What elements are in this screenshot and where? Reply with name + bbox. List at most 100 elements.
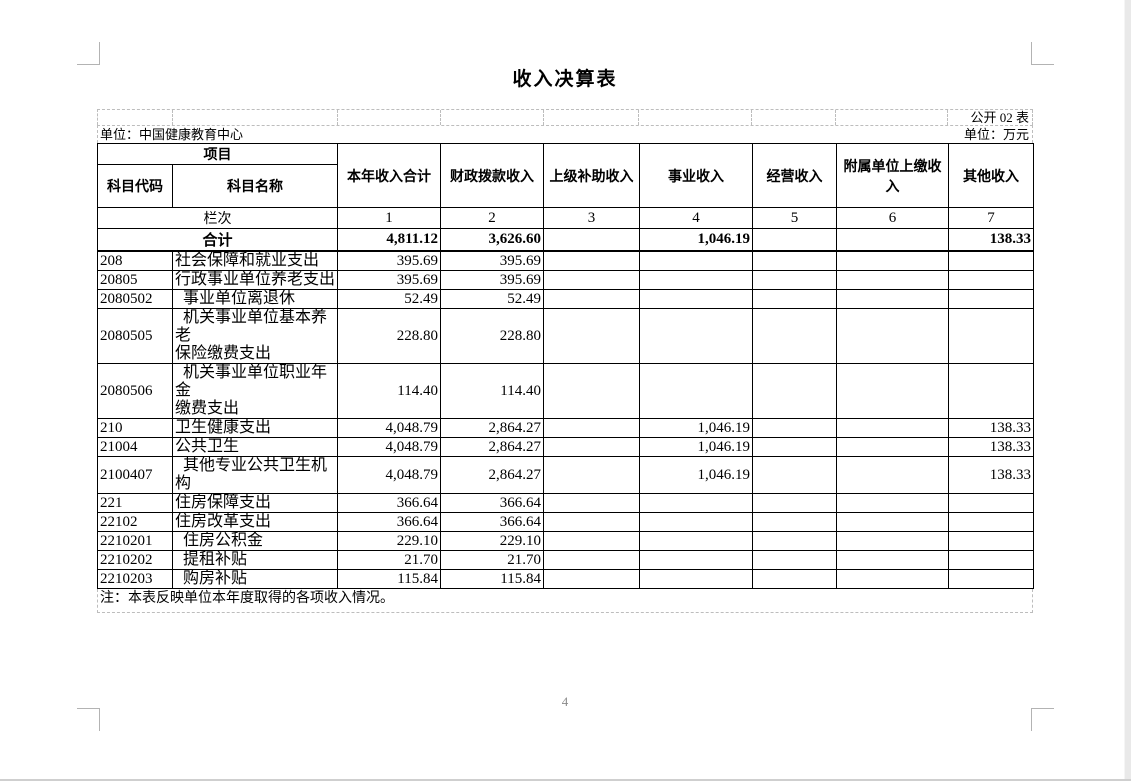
value-cell: 138.33 (948, 456, 1034, 494)
value-cell (752, 493, 837, 513)
window-right-gutter (1124, 0, 1131, 781)
value-cell: 395.69 (440, 270, 544, 290)
table-row: 2100407 其他专业公共卫生机构 4,048.79 2,864.27 1,046.… (97, 456, 1034, 494)
header-row-subjects: 科目代码 科目名称 (97, 164, 1034, 208)
crop-mark-bottom-left (77, 708, 100, 731)
subject-name-cell: 其他专业公共卫生机构 (172, 456, 338, 494)
table-row: 2210202 提租补贴 21.70 21.70 (97, 550, 1034, 570)
value-cell (836, 493, 949, 513)
value-cell (948, 289, 1034, 309)
total-value (752, 228, 837, 252)
value-cell (543, 308, 640, 364)
subject-code-cell: 22102 (97, 512, 173, 532)
subject-code-cell: 2100407 (97, 456, 173, 494)
subject-name-cell: 行政事业单位养老支出 (172, 270, 338, 290)
value-cell (948, 250, 1034, 271)
subject-code-cell: 221 (97, 493, 173, 513)
value-cell (836, 512, 949, 532)
income-table: 项目 本年收入合计 财政拨款收入 上级补助收入 事业收入 经营收入 附属单位上缴收入 其他收… (97, 143, 1034, 589)
value-cell (543, 289, 640, 309)
value-cell: 2,864.27 (440, 456, 544, 494)
value-cell (639, 531, 753, 551)
value-cell: 2,864.27 (440, 418, 544, 438)
unit-measure-label: 单位：万元 (963, 127, 1029, 142)
column-header: 附属单位上缴收入 (836, 143, 949, 208)
table-row: 2210201 住房公积金 229.10 229.10 (97, 531, 1034, 551)
value-cell (543, 437, 640, 457)
page-title: 收入决算表 (512, 69, 618, 90)
value-cell: 114.40 (440, 363, 544, 419)
table-note: 注：本表反映单位本年度取得的各项收入情况。 (97, 589, 1033, 613)
value-cell (836, 569, 949, 589)
value-cell: 2,864.27 (440, 437, 544, 457)
window-bottom-edge (0, 779, 1131, 781)
crop-mark-top-right (1031, 42, 1054, 65)
value-cell (639, 250, 753, 271)
column-header: 事业收入 (639, 143, 753, 208)
value-cell (543, 456, 640, 494)
page-number: 4 (561, 694, 569, 709)
value-cell: 4,048.79 (337, 456, 441, 494)
value-cell (752, 289, 837, 309)
total-value: 4,811.12 (337, 228, 441, 252)
value-cell (752, 250, 837, 271)
value-cell: 395.69 (337, 270, 441, 290)
value-cell: 395.69 (337, 250, 441, 271)
value-cell (639, 289, 753, 309)
value-cell: 138.33 (948, 437, 1034, 457)
table-body: 合计 4,811.12 3,626.60 1,046.19 138.33 208 社会保… (97, 228, 1034, 589)
value-cell: 52.49 (337, 289, 441, 309)
subject-name-cell: 住房公积金 (172, 531, 338, 551)
subject-name-header: 科目名称 (172, 164, 338, 208)
value-cell: 138.33 (948, 418, 1034, 438)
value-cell (836, 437, 949, 457)
value-cell (543, 493, 640, 513)
value-cell (948, 308, 1034, 364)
value-cell (752, 270, 837, 290)
column-number: 5 (752, 207, 837, 229)
total-value: 3,626.60 (440, 228, 544, 252)
value-cell (752, 418, 837, 438)
value-cell (752, 456, 837, 494)
value-cell (836, 270, 949, 290)
table-row: 2080502 事业单位离退休 52.49 52.49 (97, 289, 1034, 309)
value-cell (948, 569, 1034, 589)
value-cell (836, 418, 949, 438)
document-content: 公开 02 表 单位：中国健康教育中心 单位：万元 项目 本年收入合计 财政拨款收… (97, 109, 1034, 613)
grid-cell (544, 110, 640, 125)
grid-cell (98, 110, 173, 125)
column-header: 本年收入合计 (337, 143, 441, 208)
value-cell (836, 531, 949, 551)
value-cell (543, 270, 640, 290)
value-cell (543, 569, 640, 589)
value-cell: 228.80 (440, 308, 544, 364)
value-cell (948, 531, 1034, 551)
value-cell (543, 550, 640, 570)
table-row: 221 住房保障支出 366.64 366.64 (97, 493, 1034, 513)
value-cell: 115.84 (440, 569, 544, 589)
value-cell (639, 493, 753, 513)
value-cell (752, 531, 837, 551)
value-cell: 229.10 (440, 531, 544, 551)
column-number: 6 (836, 207, 949, 229)
subject-code-cell: 2080502 (97, 289, 173, 309)
value-cell: 4,048.79 (337, 437, 441, 457)
value-cell: 1,046.19 (639, 418, 753, 438)
value-cell (752, 363, 837, 419)
value-cell (639, 569, 753, 589)
value-cell (639, 363, 753, 419)
value-cell (948, 550, 1034, 570)
subject-code-cell: 20805 (97, 270, 173, 290)
subject-name-cell: 住房改革支出 (172, 512, 338, 532)
grid-cell (639, 110, 753, 125)
value-cell (836, 456, 949, 494)
value-cell (752, 308, 837, 364)
subject-code-header: 科目代码 (97, 164, 173, 208)
value-cell (836, 250, 949, 271)
value-cell (948, 363, 1034, 419)
value-cell (752, 512, 837, 532)
grid-row-unit: 单位：中国健康教育中心 单位：万元 (97, 125, 1033, 143)
subject-name-cell: 住房保障支出 (172, 493, 338, 513)
value-cell (639, 308, 753, 364)
value-cell (836, 308, 949, 364)
